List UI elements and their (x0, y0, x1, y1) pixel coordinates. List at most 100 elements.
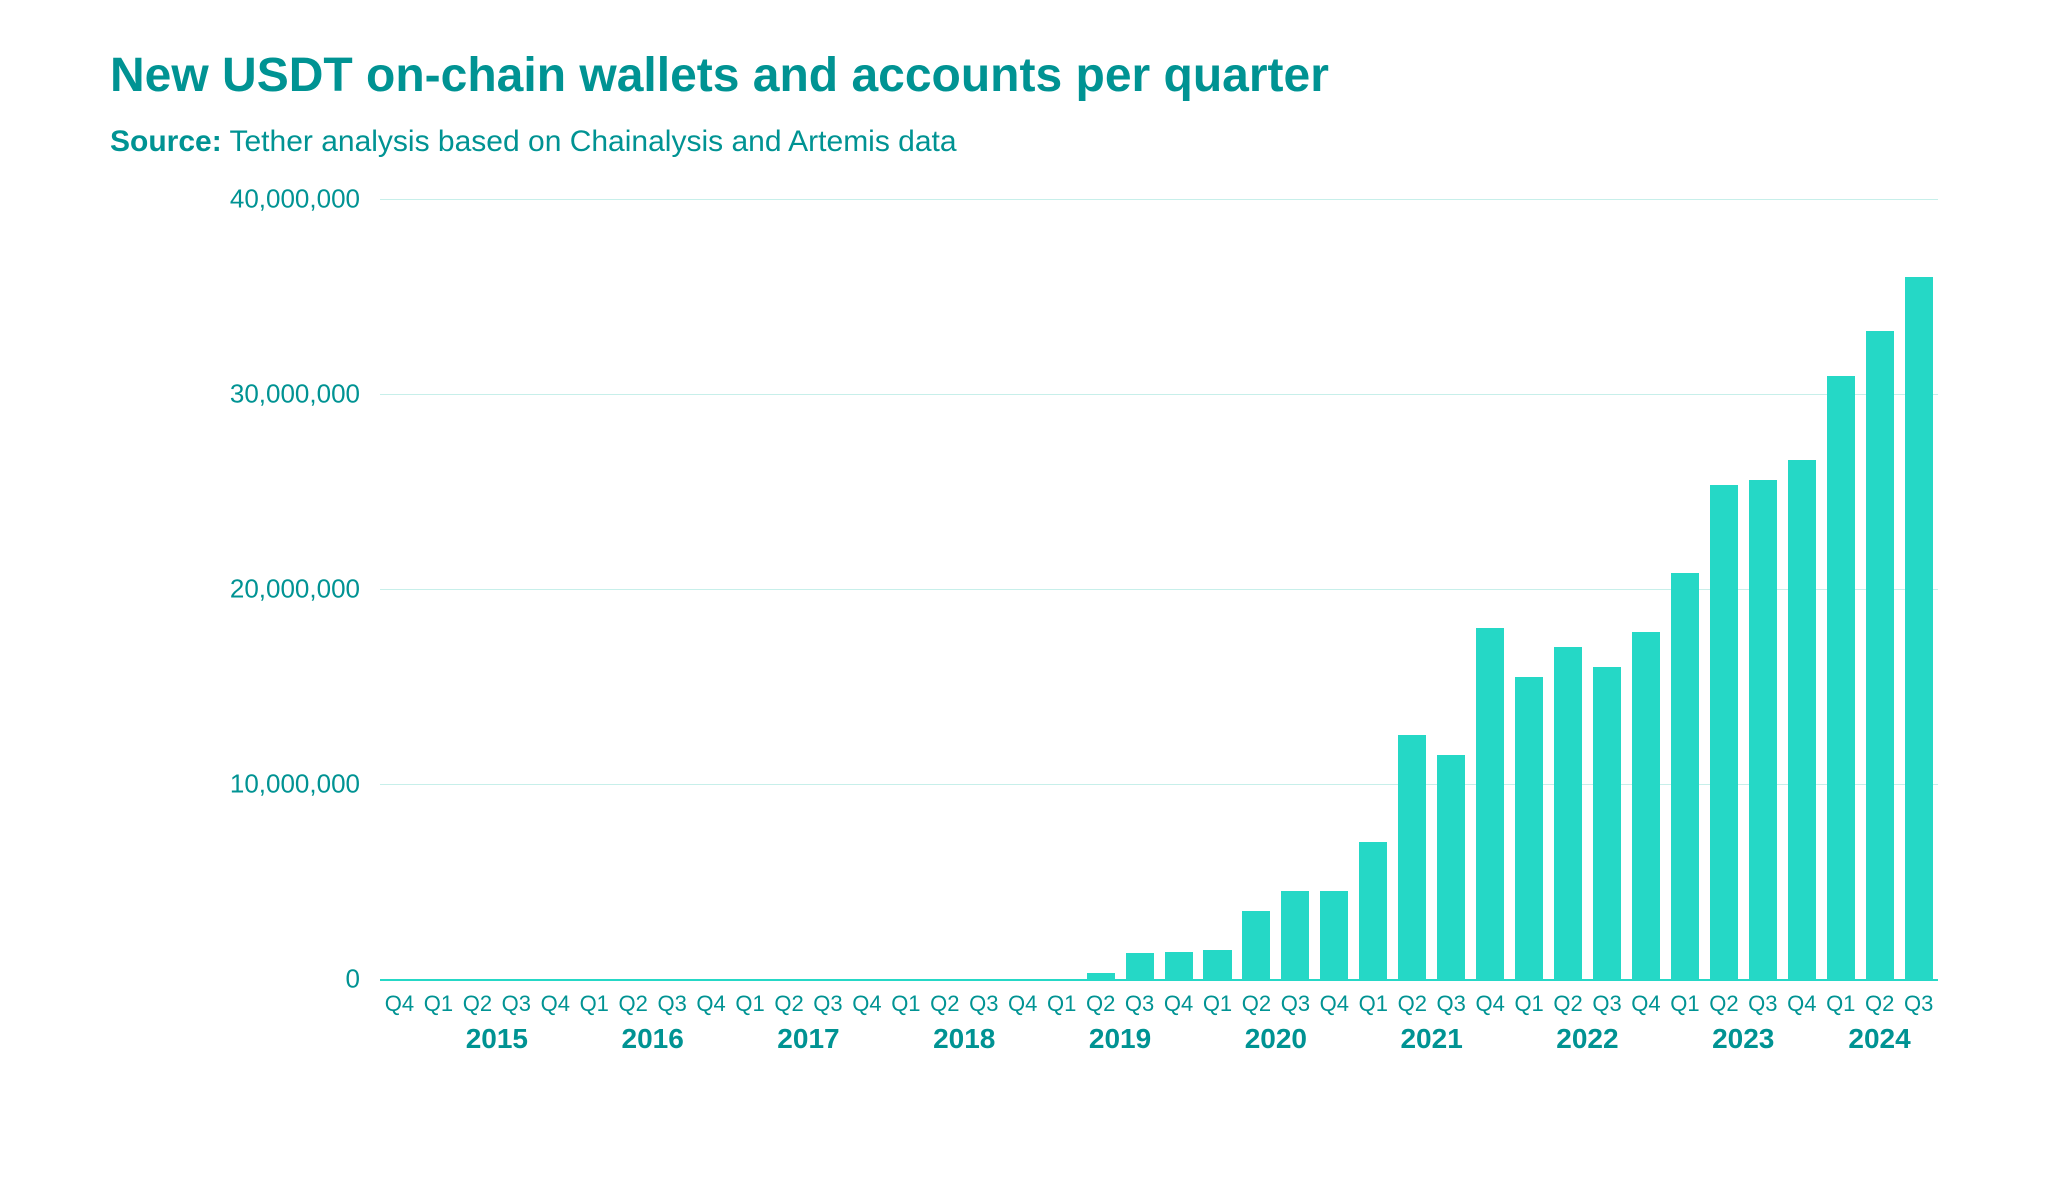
bar-slot (847, 199, 886, 979)
bar (1593, 667, 1621, 979)
bar (1788, 460, 1816, 979)
bar-slot (1276, 199, 1315, 979)
x-tick-label: Q3 (1432, 979, 1471, 1017)
bar (1320, 891, 1348, 979)
bar-slot (1432, 199, 1471, 979)
source-text: Tether analysis based on Chainalysis and… (230, 125, 957, 158)
bar (1905, 277, 1933, 979)
bar-slot (1393, 199, 1432, 979)
bar (1632, 632, 1660, 979)
chart-area: 010,000,00020,000,00030,000,00040,000,00… (170, 199, 1938, 979)
bar-slot (1198, 199, 1237, 979)
x-tick-label: Q4 (1627, 979, 1666, 1017)
x-tick-label: Q2 (1860, 979, 1899, 1017)
year-label: 2021 (1354, 1023, 1510, 1055)
x-tick-label: Q3 (964, 979, 1003, 1017)
y-tick-label: 40,000,000 (230, 183, 360, 214)
x-tick-label: Q4 (1003, 979, 1042, 1017)
bar-slot (419, 199, 458, 979)
bar-slot (731, 199, 770, 979)
chart-container: New USDT on-chain wallets and accounts p… (0, 0, 2048, 1055)
y-tick-label: 30,000,000 (230, 378, 360, 409)
x-tick-label: Q2 (1393, 979, 1432, 1017)
bar-slot (575, 199, 614, 979)
bar-slot (1354, 199, 1393, 979)
bar-slot (458, 199, 497, 979)
bar-slot (1042, 199, 1081, 979)
x-tick-label: Q1 (1821, 979, 1860, 1017)
bars-group (380, 199, 1938, 979)
x-tick-label: Q3 (1588, 979, 1627, 1017)
x-tick-label: Q2 (1549, 979, 1588, 1017)
x-axis-years: 2015201620172018201920202021202220232024 (380, 1023, 1938, 1055)
x-tick-label: Q1 (1665, 979, 1704, 1017)
year-label: 2015 (419, 1023, 575, 1055)
bar-slot (653, 199, 692, 979)
x-tick-label: Q1 (1510, 979, 1549, 1017)
x-tick-label: Q1 (1198, 979, 1237, 1017)
source-line: Source: Tether analysis based on Chainal… (110, 125, 1938, 159)
x-tick-label: Q2 (925, 979, 964, 1017)
x-tick-label: Q2 (770, 979, 809, 1017)
bar-slot (536, 199, 575, 979)
bar-slot (1159, 199, 1198, 979)
bar (1710, 485, 1738, 978)
bar-slot (1549, 199, 1588, 979)
bar-slot (1471, 199, 1510, 979)
x-tick-label: Q3 (1276, 979, 1315, 1017)
bar-slot (964, 199, 1003, 979)
bar-slot (1120, 199, 1159, 979)
x-tick-label: Q2 (458, 979, 497, 1017)
bar (1203, 950, 1231, 979)
x-tick-label: Q2 (1704, 979, 1743, 1017)
bar (1359, 842, 1387, 979)
x-tick-label: Q4 (1782, 979, 1821, 1017)
y-tick-label: 20,000,000 (230, 573, 360, 604)
x-tick-label: Q3 (653, 979, 692, 1017)
year-label: 2020 (1198, 1023, 1354, 1055)
bar-slot (1743, 199, 1782, 979)
bar-slot (1081, 199, 1120, 979)
bar-slot (1315, 199, 1354, 979)
bar-slot (886, 199, 925, 979)
bar-slot (1510, 199, 1549, 979)
bar-slot (497, 199, 536, 979)
x-tick-label: Q1 (575, 979, 614, 1017)
year-label: 2019 (1042, 1023, 1198, 1055)
bar-slot (1821, 199, 1860, 979)
year-label: 2023 (1665, 1023, 1821, 1055)
bar (1515, 677, 1543, 979)
bar-slot (1860, 199, 1899, 979)
bar (1476, 628, 1504, 979)
bar-slot (808, 199, 847, 979)
bar-slot (770, 199, 809, 979)
x-tick-label: Q4 (1315, 979, 1354, 1017)
bar-slot (614, 199, 653, 979)
bar-slot (1665, 199, 1704, 979)
bar-slot (1627, 199, 1666, 979)
x-tick-label: Q4 (536, 979, 575, 1017)
bar (1749, 480, 1777, 979)
x-tick-label: Q4 (692, 979, 731, 1017)
bar-slot (925, 199, 964, 979)
bar (1281, 891, 1309, 979)
x-tick-label: Q2 (614, 979, 653, 1017)
chart-title: New USDT on-chain wallets and accounts p… (110, 50, 1938, 103)
year-label: 2016 (575, 1023, 731, 1055)
year-label: 2017 (731, 1023, 887, 1055)
x-tick-label: Q4 (1471, 979, 1510, 1017)
bar (1671, 573, 1699, 979)
year-label: 2024 (1821, 1023, 1938, 1055)
bar (1165, 952, 1193, 979)
x-tick-label: Q4 (1159, 979, 1198, 1017)
bar-slot (1588, 199, 1627, 979)
bar (1398, 735, 1426, 979)
bar (1437, 755, 1465, 979)
bar (1126, 953, 1154, 978)
bar-slot (692, 199, 731, 979)
bar (1554, 647, 1582, 979)
x-tick-label: Q1 (419, 979, 458, 1017)
x-tick-label: Q1 (1042, 979, 1081, 1017)
bar-slot (1782, 199, 1821, 979)
x-tick-label: Q3 (808, 979, 847, 1017)
